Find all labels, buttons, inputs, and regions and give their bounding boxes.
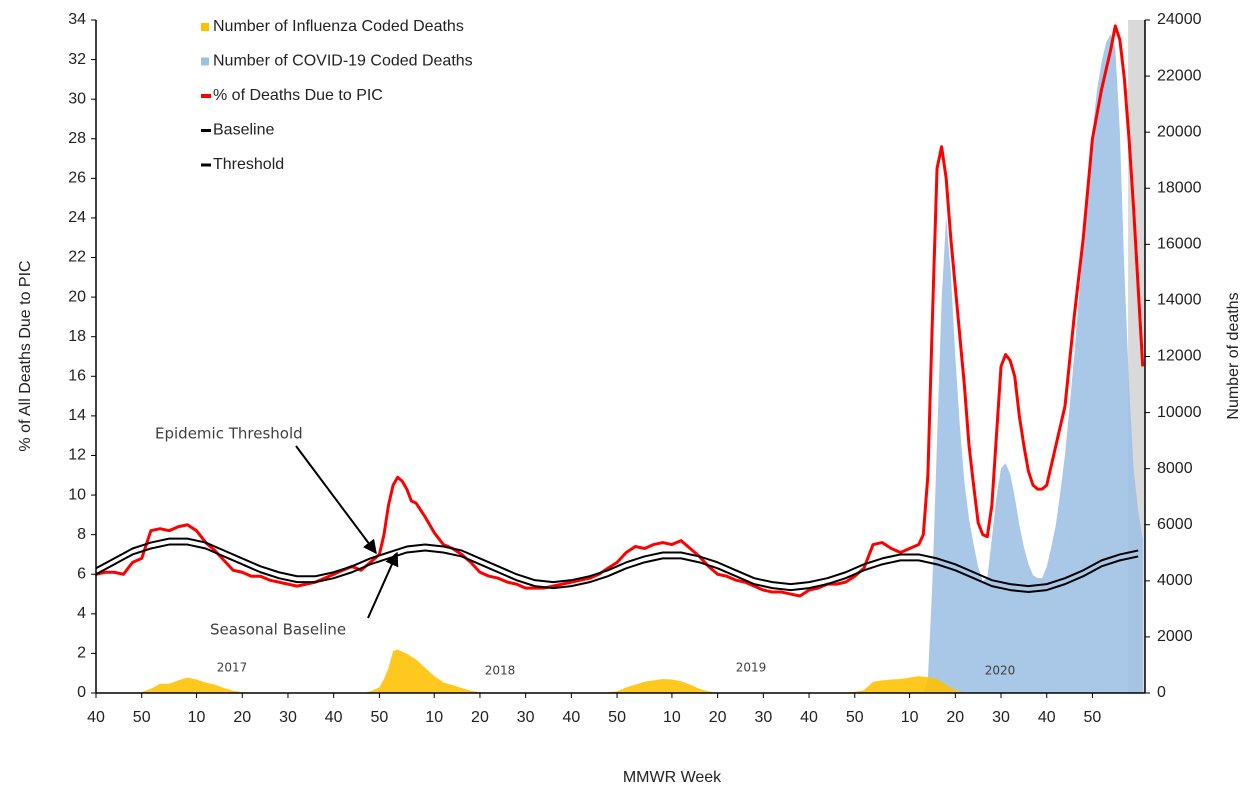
x-tick-label: 20 [709, 709, 727, 726]
y-tick-label: 18 [68, 328, 86, 345]
area [923, 34, 1143, 694]
x-tick-label: 50 [133, 709, 151, 726]
legend-label: Baseline [213, 122, 274, 139]
y-tick-label: 8 [77, 526, 86, 543]
y-tick-label: 4 [77, 605, 86, 622]
x-tick-label: 30 [517, 709, 535, 726]
y2-tick-label: 6000 [1157, 516, 1193, 533]
annotation-arrow [367, 551, 399, 619]
y2-tick-label: 2000 [1157, 628, 1193, 645]
x-tick-label: 10 [901, 709, 919, 726]
line [95, 543, 1139, 594]
x-tick-label: 20 [471, 709, 489, 726]
legend-label: Threshold [213, 156, 284, 173]
y-tick-label: 22 [68, 249, 86, 266]
y2-tick-label: 22000 [1157, 67, 1202, 84]
y2-tick-label: 14000 [1157, 292, 1202, 309]
y-tick-label: 14 [68, 407, 86, 424]
year-label: 2019 [736, 661, 767, 675]
y-tick-label: 10 [68, 486, 86, 503]
line-layer [95, 24, 1145, 598]
y-tick-label: 0 [77, 684, 86, 701]
y-tick-label: 6 [77, 565, 86, 582]
x-tick-label: 50 [1084, 709, 1102, 726]
x-tick-label: 10 [188, 709, 206, 726]
y2-tick-label: 0 [1157, 684, 1166, 701]
y-tick-label: 34 [68, 11, 86, 28]
y-tick-label: 28 [68, 130, 86, 147]
y-tick-label: 24 [68, 209, 86, 226]
legend-label: % of Deaths Due to PIC [213, 87, 383, 104]
y2-tick-label: 12000 [1157, 348, 1202, 365]
y2-tick-label: 10000 [1157, 404, 1202, 421]
annotation: Epidemic Threshold [155, 425, 303, 443]
x-tick-label: 40 [87, 709, 105, 726]
line [95, 24, 1145, 598]
y2-tick-label: 20000 [1157, 123, 1202, 140]
annotation: Seasonal Baseline [210, 621, 346, 639]
y2-tick-label: 8000 [1157, 460, 1193, 477]
x-tick-label: 40 [325, 709, 343, 726]
year-label: 2018 [485, 664, 516, 678]
x-tick-label: 10 [663, 709, 681, 726]
x-axis-title: MMWR Week [623, 769, 722, 786]
legend-label: Number of COVID-19 Coded Deaths [213, 53, 473, 70]
y-axis-title: % of All Deaths Due to PIC [17, 260, 34, 451]
legend-swatch [201, 23, 209, 31]
y2-tick-label: 16000 [1157, 236, 1202, 253]
y-tick-label: 12 [68, 447, 86, 464]
area [96, 649, 1143, 693]
year-label: 2017 [217, 661, 248, 675]
x-tick-label: 20 [946, 709, 964, 726]
line [95, 537, 1139, 588]
y-tick-label: 32 [68, 51, 86, 68]
y2-tick-label: 4000 [1157, 572, 1193, 589]
x-tick-label: 50 [608, 709, 626, 726]
x-tick-label: 50 [846, 709, 864, 726]
y-tick-label: 16 [68, 368, 86, 385]
y-tick-label: 30 [68, 90, 86, 107]
legend-swatch [201, 57, 209, 66]
y2-axis-title: Number of deaths [1225, 292, 1242, 419]
legend-label: Number of Influenza Coded Deaths [213, 18, 464, 35]
y-tick-label: 2 [77, 645, 86, 662]
x-tick-label: 30 [992, 709, 1010, 726]
y-tick-label: 26 [68, 170, 86, 187]
y2-tick-label: 24000 [1157, 11, 1202, 28]
year-label: 2020 [985, 664, 1016, 678]
x-tick-label: 30 [754, 709, 772, 726]
y-tick-label: 20 [68, 288, 86, 305]
x-tick-label: 20 [233, 709, 251, 726]
x-tick-label: 40 [1038, 709, 1056, 726]
annotation-arrow [295, 445, 377, 555]
y2-tick-label: 18000 [1157, 179, 1202, 196]
x-tick-label: 50 [370, 709, 388, 726]
x-tick-label: 40 [562, 709, 580, 726]
x-tick-label: 10 [425, 709, 443, 726]
x-tick-label: 30 [279, 709, 297, 726]
x-tick-label: 40 [800, 709, 818, 726]
